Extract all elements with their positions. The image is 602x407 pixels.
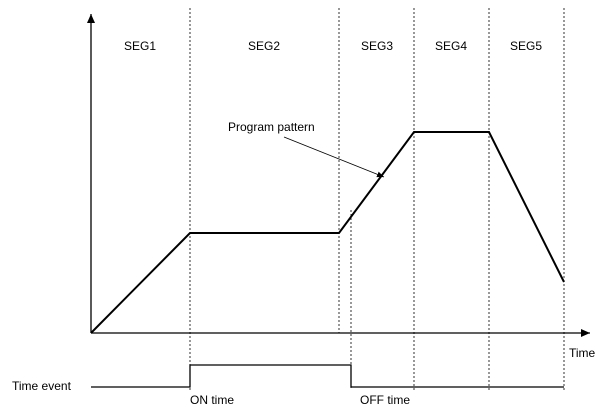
segment-dividers [189,8,565,390]
program-pattern-label: Program pattern [228,120,315,134]
time-axis-label: Time [569,346,596,360]
time-event-label: Time event [12,379,72,393]
program-pattern-pointer [283,136,385,178]
segment-label-5: SEG5 [510,39,542,53]
segment-label-1: SEG1 [124,39,156,53]
segment-label-3: SEG3 [361,39,393,53]
segment-label-4: SEG4 [435,39,467,53]
off-time-label: OFF time [360,393,410,407]
on-time-label: ON time [190,393,234,407]
time-event-signal [91,364,564,388]
segment-label-2: SEG2 [248,39,280,53]
program-pattern-line [90,131,565,334]
